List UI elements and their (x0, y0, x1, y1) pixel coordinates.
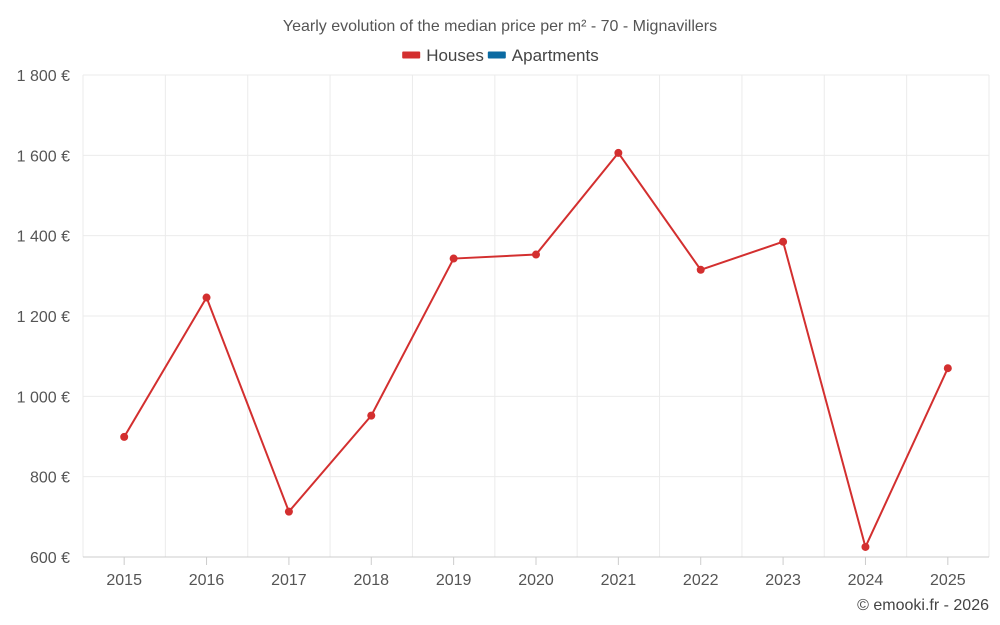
x-tick-label: 2020 (518, 572, 554, 589)
data-point (284, 507, 293, 516)
x-tick-label: 2018 (353, 572, 389, 589)
data-point (532, 250, 540, 259)
x-tick-label: 2017 (271, 572, 307, 589)
x-tick-label: 2023 (765, 572, 801, 589)
data-point (449, 254, 458, 263)
chart-title: Yearly evolution of the median price per… (283, 18, 717, 35)
x-tick-label: 2022 (683, 572, 719, 589)
data-point (696, 265, 705, 274)
y-tick-label: 800 € (30, 470, 70, 487)
data-point (614, 148, 623, 157)
legend-swatch (487, 51, 506, 59)
y-tick-label: 1 200 € (17, 309, 70, 326)
y-axis: 600 € 800 € 1 000 € 1 200 € 1 400 € 1 600 € 1 … (17, 68, 70, 567)
x-tick-label: 2015 (106, 572, 142, 589)
y-tick-label: 1 800 € (17, 68, 70, 85)
data-point (779, 237, 788, 246)
legend-item-houses[interactable]: Houses (402, 46, 484, 65)
y-tick-label: 1 400 € (17, 229, 70, 246)
data-point (861, 542, 870, 551)
y-tick-label: 1 000 € (17, 389, 70, 406)
data-point (943, 364, 952, 373)
y-tick-label: 1 600 € (17, 148, 70, 165)
data-point (120, 432, 129, 441)
legend-item-apartments[interactable]: Apartments (487, 46, 599, 65)
legend-swatch (402, 51, 421, 59)
legend-label: Houses (426, 46, 484, 65)
data-point (367, 411, 376, 420)
legend-label: Apartments (512, 46, 599, 65)
x-tick-label: 2024 (848, 572, 884, 589)
x-axis: 2015 2016 2017 2018 2019 2020 2021 2022 2023 2024… (83, 556, 989, 589)
legend[interactable]: Houses Apartments (402, 46, 599, 65)
x-tick-label: 2016 (189, 572, 225, 589)
credit: © emooki.fr - 2026 (857, 597, 989, 614)
y-tick-label: 600 € (30, 550, 70, 567)
data-point (202, 293, 211, 302)
x-tick-label: 2025 (930, 572, 966, 589)
x-tick-label: 2019 (436, 572, 472, 589)
series (120, 148, 952, 551)
grid (82, 74, 990, 558)
x-tick-label: 2021 (601, 572, 637, 589)
